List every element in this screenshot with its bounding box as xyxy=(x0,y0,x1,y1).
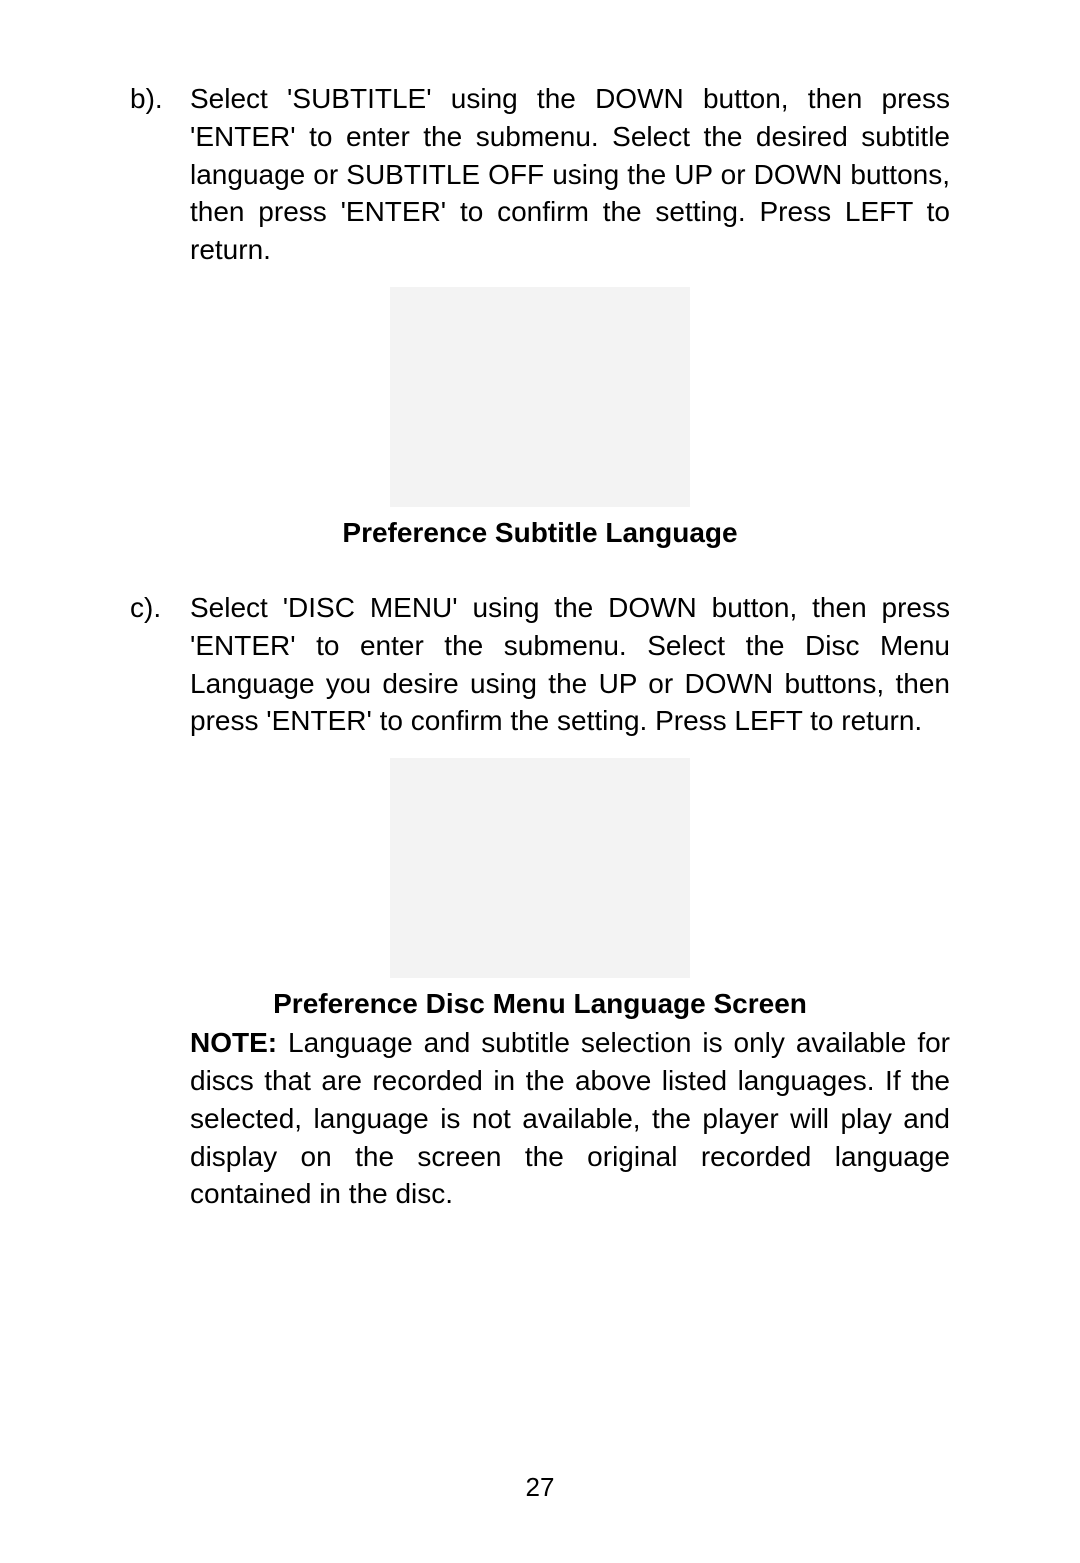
note-block: NOTE: Language and subtitle selection is… xyxy=(130,1024,950,1213)
screenshot-placeholder-discmenu xyxy=(390,758,690,978)
caption-subtitle: Preference Subtitle Language xyxy=(130,517,950,549)
list-item-b: b). Select 'SUBTITLE' using the DOWN but… xyxy=(130,80,950,269)
paragraph-c: Select 'DISC MENU' using the DOWN button… xyxy=(190,589,950,740)
caption-discmenu: Preference Disc Menu Language Screen xyxy=(130,988,950,1020)
list-marker-c: c). xyxy=(130,589,190,740)
list-marker-b: b). xyxy=(130,80,190,269)
note-label: NOTE: xyxy=(190,1027,277,1058)
screenshot-placeholder-subtitle xyxy=(390,287,690,507)
paragraph-b: Select 'SUBTITLE' using the DOWN button,… xyxy=(190,80,950,269)
note-text: Language and subtitle selection is only … xyxy=(190,1027,950,1209)
note-paragraph: NOTE: Language and subtitle selection is… xyxy=(190,1024,950,1213)
list-item-c: c). Select 'DISC MENU' using the DOWN bu… xyxy=(130,589,950,740)
manual-page: b). Select 'SUBTITLE' using the DOWN but… xyxy=(0,0,1080,1563)
page-number: 27 xyxy=(0,1472,1080,1503)
